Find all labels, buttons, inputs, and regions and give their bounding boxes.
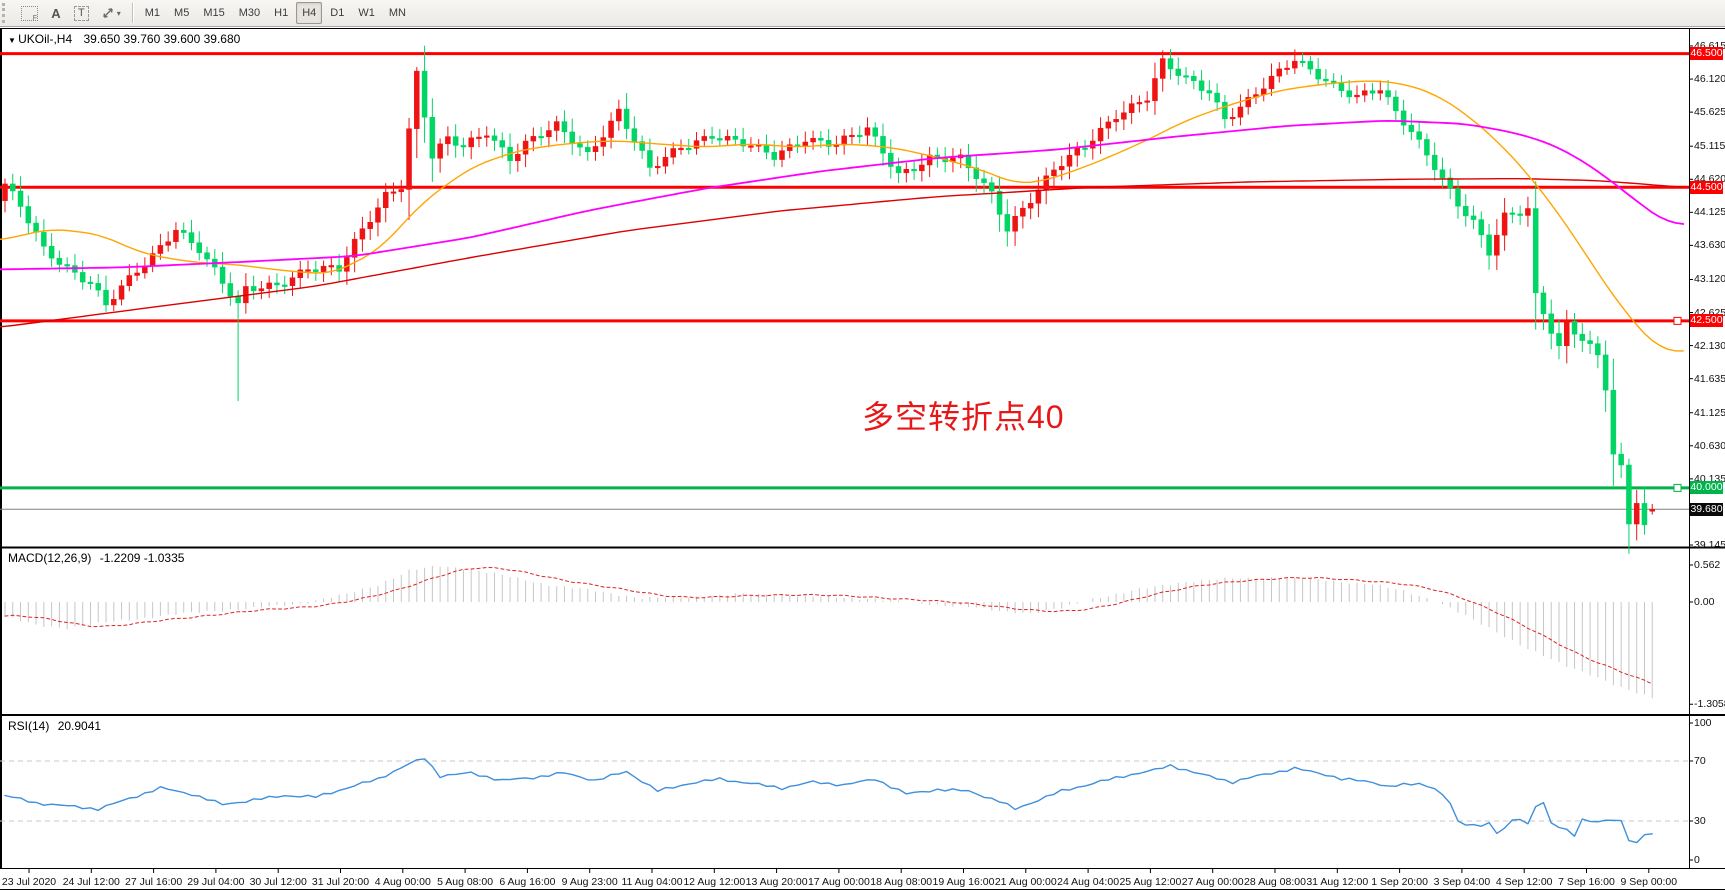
text-label-icon: A [51, 5, 61, 21]
rsi-tick: 100 [1694, 717, 1712, 729]
time-tick: 13 Aug 20:00 [745, 876, 808, 888]
text-tool-button[interactable]: T [69, 2, 94, 24]
time-tick: 3 Sep 04:00 [1433, 876, 1491, 888]
rsi-value: 20.9041 [57, 719, 102, 733]
timeframe-mn[interactable]: MN [388, 7, 406, 19]
time-tick: 12 Aug 12:00 [683, 876, 746, 888]
price-tick: 45.115 [1694, 140, 1725, 153]
time-tick: 11 Aug 04:00 [621, 876, 683, 888]
time-tick: 4 Sep 12:00 [1495, 876, 1553, 888]
time-tick: 24 Aug 04:00 [1057, 876, 1120, 888]
price-tick: 39.145 [1694, 539, 1725, 551]
chart-shift-button[interactable]: F [16, 2, 43, 24]
rsi-tick: 70 [1694, 755, 1706, 767]
time-tick: 28 Aug 08:00 [1244, 876, 1306, 888]
time-tick: 18 Aug 08:00 [870, 876, 933, 888]
timeframe-m15[interactable]: M15 [203, 7, 225, 19]
time-tick: 19 Aug 16:00 [932, 876, 995, 888]
symbol-label: UKOil-,H4 [18, 32, 73, 46]
time-tick: 9 Aug 23:00 [561, 876, 618, 888]
price-tick: 46.120 [1694, 73, 1725, 86]
chart-symbol-title: ▼ UKOil-,H4 39.650 39.760 39.600 39.680 [8, 32, 240, 46]
macd-tick: 0.562 [1694, 558, 1721, 571]
time-tick: 27 Aug 00:00 [1181, 876, 1244, 888]
toolbar-grip[interactable] [2, 3, 11, 23]
macd-values: -1.2209 -1.0335 [99, 551, 185, 565]
cursor-arrows-button[interactable]: ▾ [96, 2, 126, 24]
macd-indicator-label: MACD(12,26,9) -1.2209 -1.0335 [8, 551, 185, 565]
timeframe-h1[interactable]: H1 [274, 7, 289, 19]
rsi-tick: 0 [1694, 854, 1700, 866]
time-tick: 24 Jul 12:00 [62, 876, 120, 888]
timeframe-m30[interactable]: M30 [238, 7, 261, 19]
timeframe-m1[interactable]: M1 [144, 7, 161, 19]
price-tick: 44.125 [1694, 206, 1725, 219]
time-tick: 21 Aug 00:00 [994, 876, 1057, 888]
timeframe-h4[interactable]: H4 [296, 2, 323, 24]
time-tick: 5 Aug 08:00 [437, 876, 494, 888]
price-tick: 42.130 [1694, 339, 1725, 352]
time-tick: 4 Aug 00:00 [374, 876, 431, 888]
price-tick: 43.120 [1694, 273, 1725, 286]
toolbar-separator [131, 3, 133, 23]
price-tick: 43.630 [1694, 239, 1725, 252]
rsi-tick: 30 [1694, 815, 1706, 827]
macd-tick: -1.3058 [1694, 698, 1725, 711]
price-tick: 40.630 [1694, 439, 1725, 452]
text-tool-icon: T [74, 5, 89, 21]
current-price-tag: 39.680 [1690, 502, 1723, 516]
time-tick: 29 Jul 04:00 [187, 876, 245, 888]
time-tick: 9 Sep 00:00 [1620, 876, 1678, 888]
rsi-indicator-label: RSI(14) 20.9041 [8, 719, 102, 733]
hline-price-tag: 44.500 [1690, 180, 1723, 194]
time-tick: 7 Sep 16:00 [1558, 876, 1615, 888]
time-tick: 6 Aug 16:00 [499, 876, 556, 888]
toolbar: F A T ▾ M1 M5 M15 M30 H1 H4 D1 W1 MN [0, 0, 1725, 27]
time-tick: 1 Sep 20:00 [1371, 876, 1428, 888]
timeframe-d1[interactable]: D1 [330, 7, 345, 19]
hline-price-tag: 46.500 [1690, 47, 1723, 61]
hline-price-tag: 42.500 [1690, 314, 1723, 328]
hline-price-tag: 40.000 [1690, 481, 1723, 495]
ohlc-readout: 39.650 39.760 39.600 39.680 [83, 32, 241, 46]
cursor-arrows-icon [103, 8, 113, 18]
price-tick: 45.625 [1694, 106, 1725, 119]
macd-tick: 0.00 [1694, 596, 1715, 608]
chevron-down-icon: ▼ [8, 36, 19, 45]
price-tick: 41.635 [1694, 372, 1725, 385]
text-label-button[interactable]: A [45, 2, 67, 24]
time-tick: 30 Jul 12:00 [249, 876, 307, 888]
time-tick: 27 Jul 16:00 [124, 876, 183, 888]
chart-shift-icon: F [21, 5, 38, 22]
chart-text-annotation[interactable]: 多空转折点40 [862, 399, 1065, 435]
time-tick: 23 Jul 2020 [1, 876, 57, 888]
time-tick: 17 Aug 00:00 [807, 876, 870, 888]
chevron-down-icon: ▾ [116, 8, 121, 18]
time-tick: 31 Aug 12:00 [1306, 876, 1369, 888]
time-tick: 31 Jul 20:00 [311, 876, 370, 888]
time-tick: 25 Aug 12:00 [1119, 876, 1182, 888]
timeframe-m5[interactable]: M5 [174, 7, 190, 19]
timeframe-w1[interactable]: W1 [358, 7, 375, 19]
price-tick: 41.125 [1694, 406, 1725, 419]
